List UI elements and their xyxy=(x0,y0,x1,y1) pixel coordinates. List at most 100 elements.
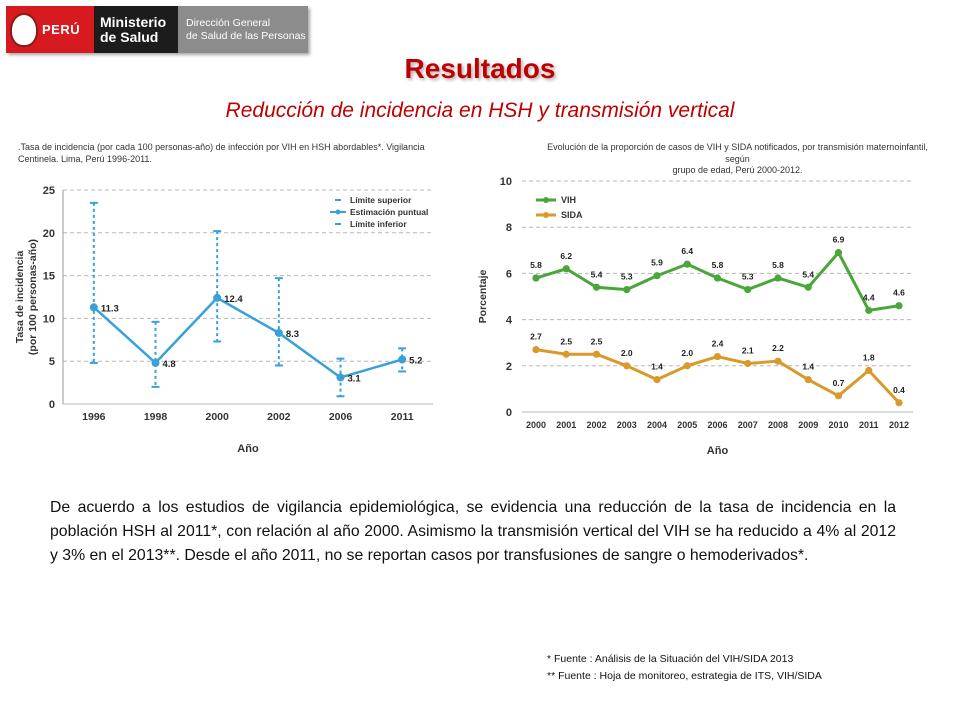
vih-point xyxy=(592,283,601,291)
legend-sida-marker xyxy=(543,212,549,218)
vih-point xyxy=(623,285,631,294)
vih-point xyxy=(683,260,691,268)
sida-data-label: 0.4 xyxy=(893,385,905,395)
chart1-title: .Tasa de incidencia (por cada 100 person… xyxy=(18,142,458,165)
legend-sida: SIDA xyxy=(561,210,583,220)
footnote-2: ** Fuente : Hoja de monitoreo, estrategi… xyxy=(547,670,822,682)
vih-point xyxy=(562,265,570,273)
sida-point xyxy=(774,357,782,365)
chart1-title-line1: .Tasa de incidencia (por cada 100 person… xyxy=(18,142,425,152)
logo-country: PERÚ xyxy=(42,22,81,37)
estimate-point xyxy=(398,355,407,364)
x-axis-label: Año xyxy=(237,443,259,455)
x-tick-label: 2012 xyxy=(889,420,909,430)
incidence-chart: 0 5 10 15 20 25 1996 1998 2000 2002 2006 2011 Año Tas… xyxy=(14,185,433,455)
data-label: 11.3 xyxy=(101,303,119,314)
estimate-point xyxy=(89,303,98,312)
sida-data-label: 2.5 xyxy=(591,336,603,346)
y-tick-label: 5 xyxy=(49,356,55,368)
vih-point xyxy=(744,285,752,294)
coat-of-arms-icon xyxy=(10,12,38,47)
y-tick-label: 0 xyxy=(49,399,55,411)
vih-data-label: 5.3 xyxy=(621,272,633,282)
vih-point xyxy=(774,274,782,282)
logo-ministry-line2: de Salud xyxy=(100,28,159,45)
vih-data-label: 6.9 xyxy=(833,235,845,245)
x-tick-label: 2003 xyxy=(617,420,637,430)
x-tick-label: 2006 xyxy=(329,411,353,423)
y-tick-label: 8 xyxy=(506,222,512,234)
logo-direction-line1: Dirección General xyxy=(186,16,271,29)
vih-point xyxy=(865,306,873,314)
sida-data-label: 1.8 xyxy=(863,352,875,362)
data-label: 8.3 xyxy=(286,329,299,340)
vih-point xyxy=(895,302,903,310)
sida-point xyxy=(744,359,752,368)
sida-point xyxy=(895,399,903,407)
y-tick-label: 10 xyxy=(43,313,55,325)
y-axis-label: Porcentaje xyxy=(477,270,489,324)
logo-direction-line2: de Salud de las Personas xyxy=(186,29,306,42)
x-tick-label: 2005 xyxy=(677,420,697,430)
estimate-point xyxy=(274,328,283,337)
x-tick-label: 2002 xyxy=(586,420,606,430)
y-tick-label: 15 xyxy=(43,271,55,283)
sida-point xyxy=(713,352,722,361)
x-tick-label: 2011 xyxy=(391,411,414,423)
sida-data-label: 2.4 xyxy=(712,339,724,349)
legend-upper-limit: Límite superior xyxy=(350,195,412,205)
sida-point xyxy=(865,366,873,375)
sida-data-label: 1.4 xyxy=(802,362,814,372)
legend-vih: VIH xyxy=(561,195,576,205)
x-tick-label: 2007 xyxy=(738,420,758,430)
x-tick-label: 2002 xyxy=(267,411,291,423)
vih-data-label: 5.8 xyxy=(772,260,784,270)
y-tick-label: 4 xyxy=(506,315,513,327)
estimate-line xyxy=(92,296,403,379)
peru-flag-block: PERÚ xyxy=(6,6,94,53)
logo-ministry-line1: Ministerio xyxy=(100,13,167,30)
sida-data-label: 2.1 xyxy=(742,345,754,355)
x-tick-label: 2000 xyxy=(526,420,546,430)
vih-point xyxy=(834,249,843,257)
sida-point xyxy=(683,362,691,370)
data-label: 12.4 xyxy=(224,294,243,305)
vih-point xyxy=(653,272,661,280)
vih-point xyxy=(532,274,540,282)
vih-data-label: 6.4 xyxy=(681,246,693,256)
data-label: 5.2 xyxy=(409,355,422,366)
x-tick-label: 2009 xyxy=(798,420,818,430)
legend-estimate-marker xyxy=(335,209,341,215)
x-tick-label: 1998 xyxy=(144,411,168,423)
x-tick-label: 2004 xyxy=(647,420,667,430)
sida-point xyxy=(562,350,570,358)
vih-data-label: 5.8 xyxy=(712,260,724,270)
y-tick-label: 2 xyxy=(506,361,512,373)
y-tick-label: 6 xyxy=(506,268,512,280)
sida-data-label: 2.5 xyxy=(560,336,572,346)
slide-title: Resultados xyxy=(404,53,556,84)
sida-point xyxy=(804,376,812,384)
vih-data-label: 5.8 xyxy=(530,260,542,270)
chart2-title-line2: grupo de edad, Perú 2000-2012. xyxy=(672,165,803,175)
vertical-transmission-chart: 0 2 4 6 8 10 2000 2001 2002 2003 2004 2005 2006 2007 2… xyxy=(477,176,913,457)
sida-point xyxy=(623,362,631,370)
x-tick-label: 2001 xyxy=(556,420,576,430)
chart1-title-line2: Centinela. Lima, Perú 1996-2011. xyxy=(18,153,152,164)
x-tick-label: 2008 xyxy=(768,420,788,430)
sida-data-label: 0.7 xyxy=(833,378,845,388)
y-tick-label: 25 xyxy=(43,185,55,197)
x-tick-label: 2010 xyxy=(828,420,848,430)
sida-data-label: 2.0 xyxy=(621,348,633,358)
logo-direction: Dirección General de Salud de las Person… xyxy=(178,6,308,53)
sida-point xyxy=(653,376,661,384)
x-tick-label: 2000 xyxy=(205,411,229,423)
sida-data-label: 2.0 xyxy=(681,348,693,358)
legend-vih-marker xyxy=(543,197,549,203)
slide-subtitle: Reducción de incidencia en HSH y transmi… xyxy=(225,99,735,122)
vih-point xyxy=(713,274,722,282)
data-label: 3.1 xyxy=(348,373,362,384)
legend-lower-limit: Límite inferior xyxy=(350,219,407,229)
vih-point xyxy=(804,283,812,291)
footnote-1: * Fuente : Análisis de la Situación del … xyxy=(547,653,794,665)
